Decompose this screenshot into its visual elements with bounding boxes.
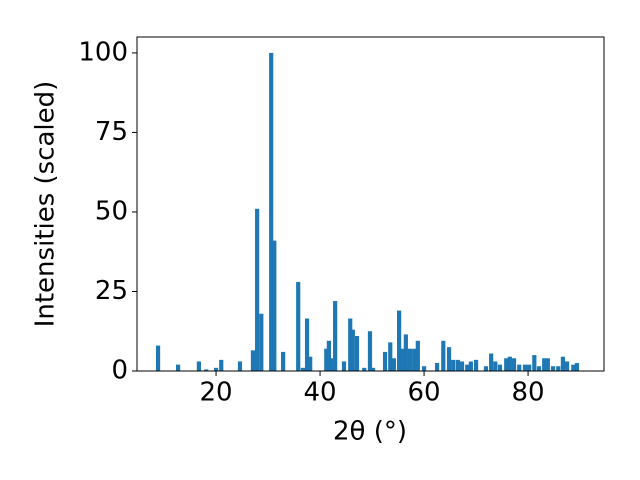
bar bbox=[542, 358, 547, 371]
bar bbox=[407, 348, 413, 371]
bar bbox=[412, 348, 417, 371]
bar bbox=[465, 364, 470, 371]
bar bbox=[341, 361, 347, 371]
y-tick-label: 0 bbox=[111, 356, 128, 386]
bar bbox=[403, 334, 408, 371]
bar bbox=[324, 348, 329, 371]
bar bbox=[400, 348, 405, 371]
bar bbox=[371, 367, 376, 371]
x-tick-label: 80 bbox=[512, 378, 545, 408]
plot-frame bbox=[136, 36, 605, 372]
bar bbox=[300, 367, 305, 371]
bar bbox=[175, 364, 181, 371]
y-tick-label: 75 bbox=[95, 117, 128, 147]
bar bbox=[367, 331, 373, 371]
bar bbox=[455, 359, 460, 371]
bar bbox=[497, 364, 503, 371]
bar bbox=[362, 367, 367, 371]
bar bbox=[468, 361, 473, 371]
bar bbox=[532, 355, 537, 371]
bar bbox=[536, 366, 542, 371]
bar bbox=[237, 361, 243, 371]
bar bbox=[550, 366, 556, 371]
bar bbox=[434, 363, 440, 371]
bar bbox=[328, 358, 334, 371]
y-tick-label: 100 bbox=[78, 37, 128, 67]
bar bbox=[522, 364, 528, 371]
bar bbox=[348, 318, 353, 371]
bar bbox=[269, 52, 274, 372]
bar bbox=[517, 364, 522, 371]
y-axis-label: Intensities (scaled) bbox=[31, 81, 61, 328]
bar bbox=[259, 313, 264, 371]
bar bbox=[459, 361, 465, 371]
bar bbox=[350, 329, 355, 371]
bar bbox=[304, 318, 310, 371]
bar bbox=[483, 366, 489, 371]
bar bbox=[333, 301, 338, 371]
bar bbox=[574, 363, 580, 371]
bar bbox=[397, 310, 402, 371]
bar bbox=[388, 342, 393, 371]
bar bbox=[155, 345, 161, 371]
bar bbox=[415, 340, 420, 371]
y-tick-label: 50 bbox=[95, 196, 128, 226]
bar bbox=[441, 340, 446, 371]
bar bbox=[296, 281, 301, 371]
bar bbox=[473, 359, 479, 371]
bar bbox=[507, 356, 512, 371]
bar bbox=[382, 351, 388, 371]
bar bbox=[556, 366, 561, 371]
bar bbox=[272, 240, 277, 371]
y-tick-label: 25 bbox=[95, 276, 128, 306]
bar bbox=[219, 359, 224, 371]
bar bbox=[255, 208, 260, 371]
bar bbox=[571, 364, 576, 371]
bar bbox=[493, 361, 498, 371]
bar bbox=[527, 364, 532, 371]
bar bbox=[391, 358, 397, 371]
bar bbox=[489, 353, 494, 371]
x-axis-label: 2θ (°) bbox=[333, 417, 407, 447]
bar bbox=[326, 340, 331, 371]
bar bbox=[281, 351, 286, 371]
bar bbox=[196, 361, 201, 371]
bar bbox=[511, 358, 517, 371]
x-tick-label: 20 bbox=[199, 378, 232, 408]
bar bbox=[504, 358, 509, 371]
bar bbox=[560, 356, 566, 371]
bar bbox=[354, 336, 360, 371]
x-tick-label: 40 bbox=[304, 378, 337, 408]
bar bbox=[545, 358, 550, 371]
bar bbox=[204, 369, 209, 371]
bar bbox=[250, 350, 256, 371]
bar bbox=[564, 361, 570, 371]
bar bbox=[308, 356, 313, 371]
bar bbox=[421, 366, 427, 371]
bar bbox=[446, 347, 452, 371]
bar bbox=[451, 359, 456, 371]
bar bbox=[213, 367, 219, 371]
x-tick-label: 60 bbox=[408, 378, 441, 408]
